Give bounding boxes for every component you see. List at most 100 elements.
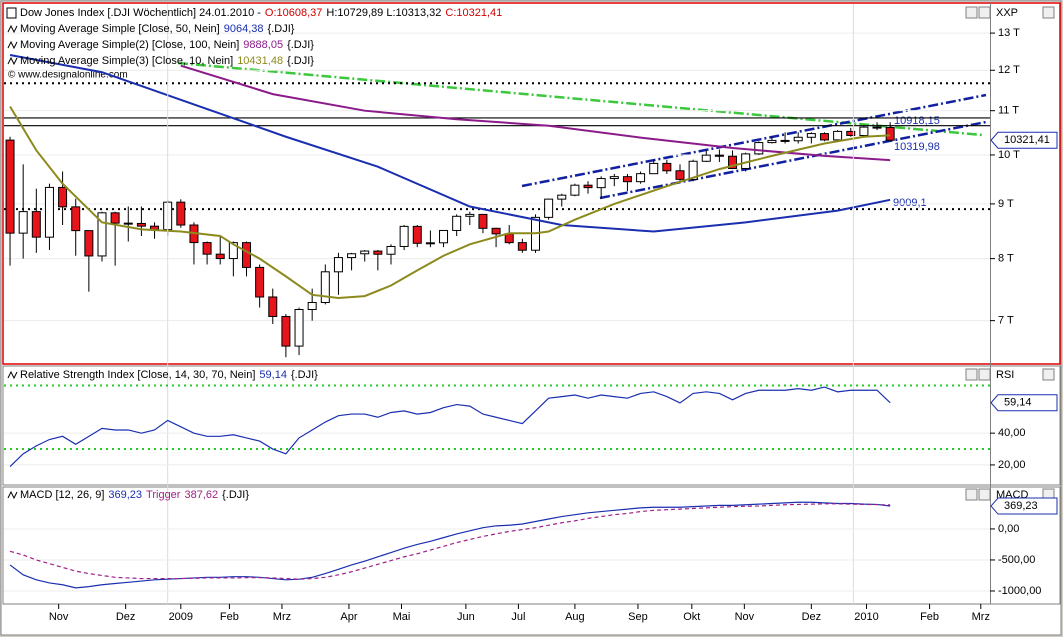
- y-tick-label: 7 T: [998, 315, 1014, 327]
- legend-name: Moving Average Simple(2) [Close, 100, Ne…: [20, 39, 239, 51]
- candle-body: [84, 230, 94, 257]
- y-tick-label: 13 T: [998, 27, 1020, 39]
- last-value-label: 369,23: [1004, 500, 1038, 512]
- candle-body: [701, 154, 711, 162]
- candle-body: [662, 162, 672, 172]
- candle-body: [806, 133, 816, 138]
- button[interactable]: [978, 488, 991, 501]
- axis-title: XXP: [996, 7, 1018, 19]
- candle-body: [714, 154, 724, 157]
- chart-title: Dow Jones Index [.DJI Wöchentlich] 24.01…: [20, 7, 261, 19]
- legend-suffix: {.DJI}: [287, 39, 314, 51]
- candle-body: [386, 245, 396, 255]
- legend-value: 9064,38: [224, 23, 264, 35]
- legend-icon: [7, 40, 18, 50]
- candle-body: [123, 222, 133, 225]
- last-value-box: [990, 131, 1058, 149]
- legend-icon: [7, 490, 18, 500]
- candle-body: [452, 215, 462, 231]
- candle-body: [728, 155, 738, 169]
- annotation: 10918,15: [894, 115, 940, 127]
- legend-value: 59,14: [259, 369, 287, 381]
- candle-body: [71, 206, 81, 232]
- copyright: © www.designalonline.com: [8, 70, 128, 81]
- x-tick-label: Feb: [220, 611, 239, 623]
- y-tick-label: 11 T: [998, 105, 1019, 117]
- x-tick-label: 2010: [854, 611, 878, 623]
- plot-area: [4, 501, 990, 592]
- candle-body: [215, 253, 225, 260]
- candle-body: [596, 178, 606, 189]
- annotation: 10319,98: [894, 141, 940, 153]
- button[interactable]: [978, 368, 991, 381]
- button[interactable]: [1042, 368, 1055, 381]
- x-tick-label: Dez: [116, 611, 136, 623]
- macd-panel: [2, 486, 1061, 605]
- candle-body: [347, 253, 357, 259]
- candle-body: [570, 184, 580, 196]
- candle-body: [609, 176, 619, 180]
- y-tick-label: 12 T: [998, 64, 1020, 76]
- candle-body: [557, 194, 567, 200]
- trend-lines: [177, 61, 987, 200]
- candle-body: [294, 308, 304, 347]
- candle-body: [859, 126, 869, 136]
- x-tick-label: Nov: [735, 611, 755, 623]
- x-tick-label: Dez: [802, 611, 822, 623]
- x-tick-label: Mrz: [972, 611, 990, 623]
- button[interactable]: [978, 6, 991, 19]
- x-tick-label: Jul: [511, 611, 525, 623]
- candle-body: [44, 186, 54, 238]
- candle-body: [478, 213, 488, 229]
- legend-icon: [7, 56, 18, 66]
- x-tick-label: Feb: [920, 611, 939, 623]
- last-value-box: [990, 497, 1058, 515]
- x-tick-label: Jun: [457, 611, 475, 623]
- button[interactable]: [1042, 6, 1055, 19]
- candle-body: [31, 211, 41, 238]
- legend-suffix: {.DJI}: [268, 23, 295, 35]
- legend-value: 387,62: [184, 489, 218, 501]
- series-line: [9, 386, 891, 467]
- candle-body: [136, 222, 146, 227]
- candle-body: [649, 162, 659, 175]
- series-line: [9, 501, 891, 589]
- chart-header: Dow Jones Index [.DJI Wöchentlich] 24.01…: [20, 7, 502, 19]
- legend-value: 9888,05: [243, 39, 283, 51]
- plot-area: [4, 32, 990, 358]
- y-tick-label: 20,00: [998, 459, 1026, 471]
- legend-value: 369,23: [108, 489, 142, 501]
- legend-entry: MACD [12, 26, 9] 369,23 Trigger 387,62 {.DJI…: [20, 489, 249, 501]
- candle-body: [58, 186, 68, 208]
- x-tick-label: Okt: [683, 611, 700, 623]
- x-tick-label: Aug: [565, 611, 585, 623]
- x-tick-label: Nov: [49, 611, 69, 623]
- trend-line: [599, 120, 987, 200]
- legend-value: 10431,48: [237, 55, 283, 67]
- candle-body: [754, 142, 764, 155]
- candle-body: [255, 266, 265, 298]
- legend-name: Relative Strength Index [Close, 14, 30, …: [20, 369, 255, 381]
- open-label: O:10608,37: [265, 7, 323, 19]
- candle-body: [517, 242, 527, 251]
- candle-body: [110, 212, 120, 224]
- candle-body: [320, 271, 330, 303]
- candle-body: [228, 242, 238, 260]
- legend-icon: [7, 370, 18, 380]
- candle-body: [491, 227, 501, 235]
- y-tick-label: 10 T: [998, 149, 1020, 161]
- candle-body: [307, 301, 317, 310]
- candle-body: [504, 233, 514, 244]
- legend-suffix: {.DJI}: [287, 55, 314, 67]
- x-tick-label: Apr: [340, 611, 357, 623]
- legend-icon: [7, 24, 18, 34]
- candle-body: [780, 139, 790, 142]
- legend-suffix: {.DJI}: [291, 369, 318, 381]
- button[interactable]: [965, 368, 978, 381]
- button[interactable]: [965, 488, 978, 501]
- y-tick-label: 8 T: [998, 253, 1014, 265]
- axis-title: RSI: [996, 369, 1014, 381]
- button[interactable]: [965, 6, 978, 19]
- legend-entry: Relative Strength Index [Close, 14, 30, …: [20, 369, 318, 381]
